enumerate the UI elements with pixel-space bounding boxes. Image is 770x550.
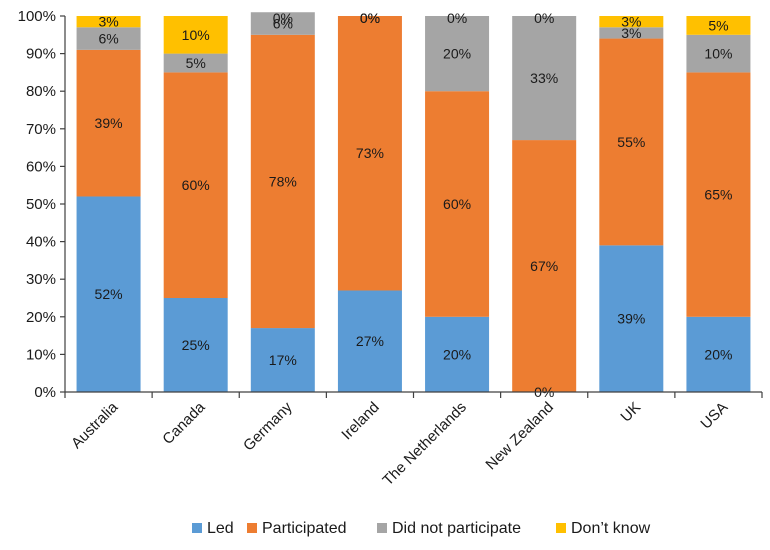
y-tick-label: 40% bbox=[26, 234, 56, 251]
data-label: 78% bbox=[269, 173, 297, 189]
legend-swatch-2 bbox=[377, 523, 387, 533]
bar-segment-2-4 bbox=[425, 16, 490, 92]
legend-swatch-3 bbox=[556, 523, 566, 533]
y-tick-label: 90% bbox=[26, 46, 56, 63]
bar-segment-0-4 bbox=[425, 316, 490, 392]
data-label: 73% bbox=[356, 145, 384, 161]
data-label: 0% bbox=[447, 10, 467, 26]
data-label: 20% bbox=[443, 46, 471, 62]
data-labels-group: 52%39%6%3%25%60%5%10%17%78%6%0%27%73%0%0… bbox=[95, 10, 733, 400]
bar-segment-2-7 bbox=[686, 34, 751, 73]
data-label: 5% bbox=[186, 55, 206, 71]
bar-segment-0-3 bbox=[337, 290, 402, 392]
data-label: 39% bbox=[617, 311, 645, 327]
data-label: 10% bbox=[182, 27, 210, 43]
x-tick-label: Canada bbox=[159, 398, 209, 448]
bar-segment-0-0 bbox=[76, 196, 141, 392]
data-label: 33% bbox=[530, 70, 558, 86]
x-tick-label: New Zealand bbox=[482, 399, 557, 474]
bar-segment-1-0 bbox=[76, 49, 141, 197]
bar-segment-0-7 bbox=[686, 316, 751, 392]
bar-segment-3-7 bbox=[686, 16, 751, 35]
bar-segment-1-3 bbox=[337, 16, 402, 291]
data-label: 52% bbox=[95, 286, 123, 302]
y-tick-label: 70% bbox=[26, 121, 56, 138]
legend: Led Participated Did not participate Don’t … bbox=[192, 520, 651, 537]
bar-segment-3-1 bbox=[163, 16, 228, 54]
bar-segment-2-1 bbox=[163, 53, 228, 73]
data-label: 3% bbox=[98, 14, 118, 30]
data-label: 0% bbox=[360, 10, 380, 26]
data-label: 6% bbox=[98, 31, 118, 47]
bar-segment-2-0 bbox=[76, 27, 141, 50]
bar-segment-1-1 bbox=[163, 72, 228, 299]
bar-segment-1-6 bbox=[599, 38, 664, 246]
y-tick-label: 0% bbox=[34, 384, 56, 401]
y-tick-label: 30% bbox=[26, 271, 56, 288]
bar-segment-2-2 bbox=[250, 12, 315, 35]
bar-segment-1-4 bbox=[425, 91, 490, 317]
data-label: 0% bbox=[273, 10, 293, 26]
data-label: 65% bbox=[704, 187, 732, 203]
y-tick-label: 50% bbox=[26, 196, 56, 213]
y-tick-label: 10% bbox=[26, 346, 56, 363]
bars-group bbox=[76, 12, 751, 392]
x-tick-label: Germany bbox=[240, 398, 296, 454]
data-label: 67% bbox=[530, 258, 558, 274]
data-label: 25% bbox=[182, 337, 210, 353]
bar-segment-1-5 bbox=[512, 140, 577, 392]
data-label: 55% bbox=[617, 134, 645, 150]
data-label: 39% bbox=[95, 115, 123, 131]
data-label: 10% bbox=[704, 46, 732, 62]
x-tick-label: Australia bbox=[68, 398, 122, 452]
bar-segment-1-7 bbox=[686, 72, 751, 317]
y-tick-label: 80% bbox=[26, 83, 56, 100]
y-tick-label: 60% bbox=[26, 158, 56, 175]
data-label: 6% bbox=[273, 16, 293, 32]
data-label: 0% bbox=[534, 10, 554, 26]
legend-swatch-1 bbox=[247, 523, 257, 533]
data-label: 3% bbox=[621, 25, 641, 41]
legend-label-3: Don’t know bbox=[571, 520, 651, 537]
data-label: 20% bbox=[704, 346, 732, 362]
data-label: 0% bbox=[360, 10, 380, 26]
data-label: 5% bbox=[708, 17, 728, 33]
x-tick-label: The Netherlands bbox=[379, 399, 469, 489]
data-label: 60% bbox=[182, 177, 210, 193]
legend-swatch-0 bbox=[192, 523, 202, 533]
x-tick-label: USA bbox=[697, 399, 731, 433]
data-label: 27% bbox=[356, 333, 384, 349]
x-tick-label: Ireland bbox=[338, 399, 382, 443]
legend-label-1: Participated bbox=[262, 520, 347, 537]
bar-segment-0-6 bbox=[599, 245, 664, 392]
data-label: 17% bbox=[269, 352, 297, 368]
x-tick-label: UK bbox=[617, 399, 644, 426]
data-label: 3% bbox=[621, 14, 641, 30]
bar-segment-0-2 bbox=[250, 328, 315, 392]
bar-segment-3-6 bbox=[599, 16, 664, 28]
bar-segment-3-0 bbox=[76, 16, 141, 28]
bar-segment-2-6 bbox=[599, 27, 664, 39]
bar-segment-2-5 bbox=[512, 16, 577, 141]
data-label: 60% bbox=[443, 196, 471, 212]
legend-label-2: Did not participate bbox=[392, 520, 521, 537]
y-tick-label: 100% bbox=[18, 8, 56, 25]
data-label: 20% bbox=[443, 346, 471, 362]
bar-segment-1-2 bbox=[250, 34, 315, 329]
legend-label-0: Led bbox=[207, 520, 234, 537]
bar-segment-0-1 bbox=[163, 298, 228, 392]
y-tick-label: 20% bbox=[26, 309, 56, 326]
